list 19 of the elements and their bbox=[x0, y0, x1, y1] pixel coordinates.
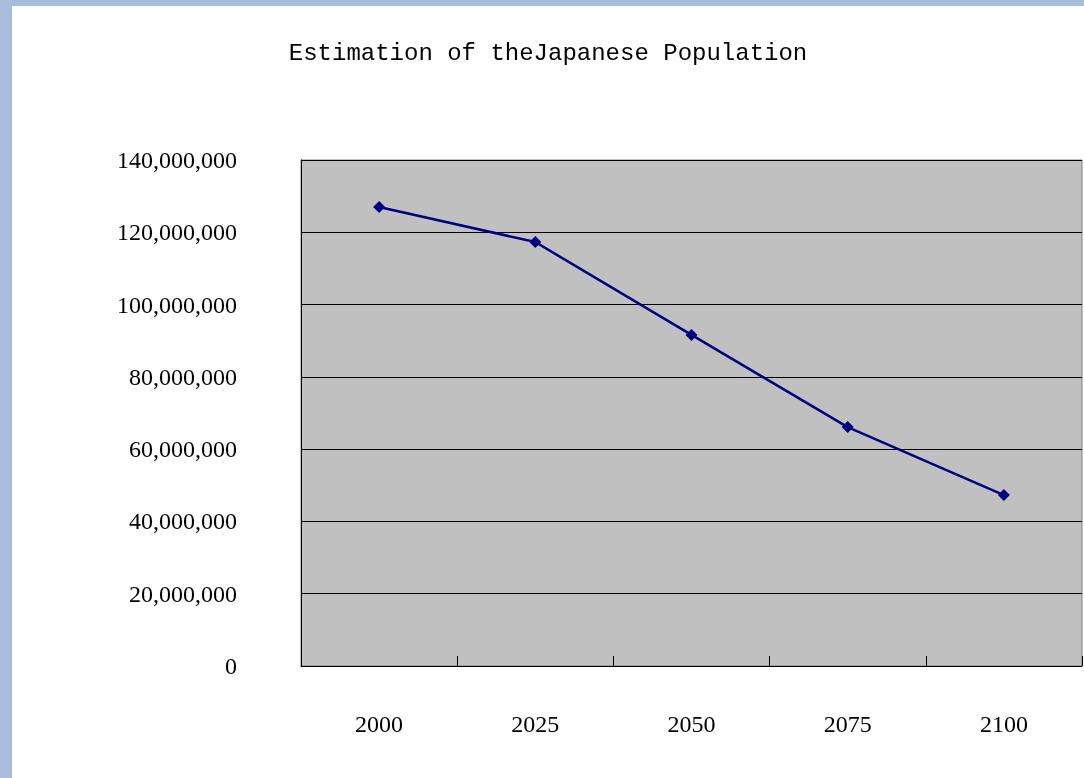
point bbox=[685, 328, 698, 341]
point bbox=[529, 236, 542, 249]
y-tick-label: 120,000,000 bbox=[117, 219, 237, 246]
x-tick-label: 2025 bbox=[511, 711, 560, 737]
y-tick-label: 60,000,000 bbox=[129, 436, 237, 463]
point bbox=[997, 489, 1010, 502]
x-tick-label: 2075 bbox=[823, 711, 872, 737]
point bbox=[841, 421, 854, 434]
chart-title: Estimation of theJapanese Population bbox=[288, 39, 808, 67]
y-tick-label: 80,000,000 bbox=[129, 363, 237, 390]
x-tick-label: 2000 bbox=[355, 711, 404, 737]
y-tick-label: 20,000,000 bbox=[129, 580, 237, 607]
x-tick-label: 2050 bbox=[667, 711, 716, 737]
x-tick-label: 2100 bbox=[979, 711, 1028, 737]
y-tick-label: 0 bbox=[225, 653, 237, 679]
y-tick-label: 40,000,000 bbox=[129, 508, 237, 535]
y-tick-label: 100,000,000 bbox=[117, 291, 237, 318]
y-tick-label: 140,000,000 bbox=[117, 147, 237, 173]
point bbox=[373, 200, 386, 213]
